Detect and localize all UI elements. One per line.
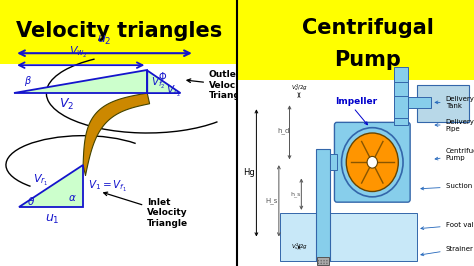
Circle shape xyxy=(318,263,319,264)
Bar xyxy=(0,64,237,266)
Text: Delivery
Pipe: Delivery Pipe xyxy=(435,119,474,131)
Bar xyxy=(408,97,431,108)
Text: $V_{f_2}$: $V_{f_2}$ xyxy=(151,76,165,90)
Bar xyxy=(393,96,408,118)
Circle shape xyxy=(367,156,377,168)
Text: Delivery
Tank: Delivery Tank xyxy=(435,96,474,109)
Circle shape xyxy=(342,128,403,197)
Text: $u_2$: $u_2$ xyxy=(97,34,112,47)
Text: $\beta$: $\beta$ xyxy=(24,74,32,88)
Bar xyxy=(316,149,330,261)
Text: Inlet
Velocity
Triangle: Inlet Velocity Triangle xyxy=(104,192,188,228)
Circle shape xyxy=(318,260,319,261)
Text: Pump: Pump xyxy=(334,50,401,70)
Text: Centrifugal: Centrifugal xyxy=(301,18,434,38)
Text: $u_1$: $u_1$ xyxy=(45,213,60,226)
Text: Hg: Hg xyxy=(244,168,255,177)
Circle shape xyxy=(346,133,398,192)
Bar xyxy=(0,0,237,64)
Bar xyxy=(417,85,469,122)
Text: $V_{r_1}$: $V_{r_1}$ xyxy=(33,173,48,188)
Text: $\theta$: $\theta$ xyxy=(27,195,36,207)
Bar xyxy=(280,213,417,261)
Bar xyxy=(317,257,328,265)
Circle shape xyxy=(323,260,325,261)
Text: Outlet
Velocity
Triangle: Outlet Velocity Triangle xyxy=(187,70,250,100)
Text: Velocity triangles: Velocity triangles xyxy=(16,20,222,41)
Text: $\alpha$: $\alpha$ xyxy=(68,193,77,203)
Text: $\Phi$: $\Phi$ xyxy=(158,70,167,82)
Bar xyxy=(237,0,474,80)
Text: $V_d^2/2g$: $V_d^2/2g$ xyxy=(291,82,308,93)
FancyBboxPatch shape xyxy=(335,122,410,202)
Circle shape xyxy=(320,263,322,264)
Bar xyxy=(237,80,474,266)
Polygon shape xyxy=(19,165,83,207)
Text: Foot valve: Foot valve xyxy=(421,222,474,230)
Text: $V_{r_2}$: $V_{r_2}$ xyxy=(166,84,181,99)
Text: h_d: h_d xyxy=(277,127,290,134)
Circle shape xyxy=(323,263,325,264)
Text: $V_s^2/2g$: $V_s^2/2g$ xyxy=(291,242,308,252)
Polygon shape xyxy=(14,70,147,93)
Circle shape xyxy=(320,260,322,261)
Polygon shape xyxy=(147,70,181,93)
Bar xyxy=(330,154,337,170)
Text: $V_1=V_{f_1}$: $V_1=V_{f_1}$ xyxy=(88,179,127,194)
Text: Impeller: Impeller xyxy=(335,97,377,106)
Text: h_s: h_s xyxy=(290,191,301,197)
Bar xyxy=(393,77,408,125)
Polygon shape xyxy=(83,93,150,176)
Text: $V_{w_2}$: $V_{w_2}$ xyxy=(69,45,88,60)
Text: Centrifugal
Pump: Centrifugal Pump xyxy=(435,148,474,161)
Text: Suction Pipe: Suction Pipe xyxy=(421,183,474,190)
Text: Strainer: Strainer xyxy=(421,246,474,256)
Text: $V_2$: $V_2$ xyxy=(59,97,74,112)
Text: H_s: H_s xyxy=(265,197,278,204)
Bar xyxy=(393,66,408,82)
Circle shape xyxy=(326,263,328,264)
Circle shape xyxy=(326,260,328,261)
